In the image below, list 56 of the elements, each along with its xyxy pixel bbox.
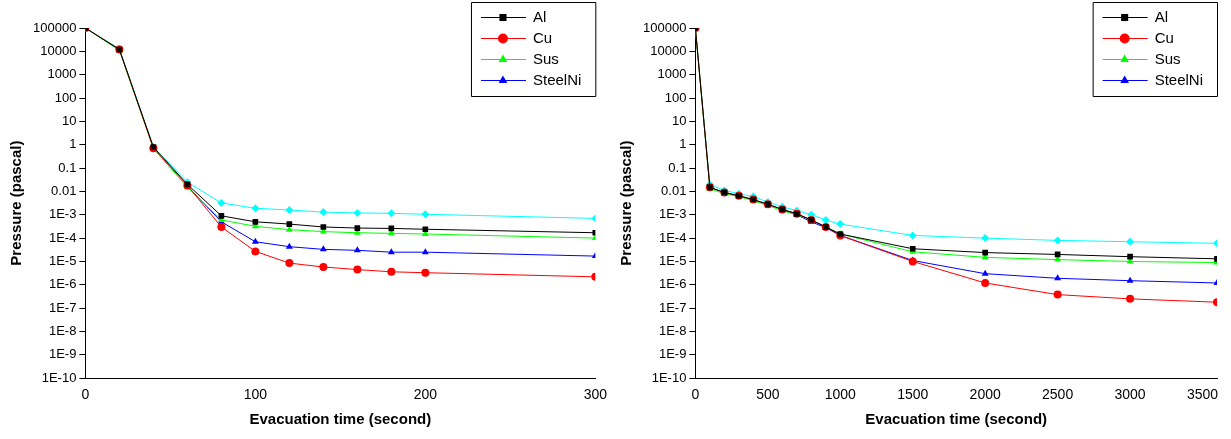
y-tick-label: 1E-7	[48, 299, 77, 315]
y-tick-label: 0.1	[58, 159, 77, 175]
legend-label: SteelNi	[1154, 70, 1203, 88]
y-tick-label: 10	[671, 112, 687, 128]
y-tick-label: 1E-9	[658, 346, 687, 362]
legend-label: Cu	[532, 28, 553, 46]
y-tick-label: 1E-6	[658, 276, 687, 292]
legend-label: Sus	[532, 49, 559, 67]
x-tick-label: 0	[81, 386, 90, 403]
y-tick-label: 10	[61, 112, 77, 128]
y-tick-label: 1E-10	[41, 369, 77, 385]
legend-label: Sus	[1154, 49, 1181, 67]
y-tick-label: 1E-5	[48, 253, 77, 269]
y-axis-title: Pressure (pascal)	[617, 140, 635, 266]
y-tick-label: 1E-6	[48, 276, 77, 292]
y-tick-label: 0.01	[51, 183, 77, 198]
x-tick-label: 200	[413, 386, 438, 403]
x-tick-label: 0	[691, 386, 700, 403]
y-tick-label: 100000	[32, 19, 77, 35]
x-axis-title: Evacuation time (second)	[865, 410, 1048, 428]
y-tick-label: 100	[54, 89, 77, 105]
y-tick-label: 1E-8	[48, 323, 77, 339]
y-tick-label: 1E-8	[658, 323, 687, 339]
x-tick-label: 1000	[824, 386, 857, 403]
y-tick-label: 1	[69, 136, 77, 152]
y-tick-label: 10000	[40, 42, 77, 58]
x-tick-label: 3500	[1186, 386, 1219, 403]
y-tick-label: 1E-7	[658, 299, 687, 315]
y-tick-label: 100000	[642, 19, 687, 35]
y-tick-label: 10000	[650, 42, 687, 58]
y-tick-label: 100	[664, 89, 687, 105]
x-tick-label: 1500	[897, 386, 929, 403]
x-tick-label: 500	[756, 386, 780, 403]
x-tick-label: 2000	[969, 386, 1001, 403]
y-tick-label: 1000	[657, 66, 687, 82]
y-tick-label: 1E-10	[651, 369, 687, 385]
y-tick-label: 1E-9	[48, 346, 77, 362]
legend-label: Al	[532, 7, 547, 25]
y-tick-label: 1000	[47, 66, 77, 82]
y-tick-label: 0.1	[668, 159, 687, 175]
x-tick-label: 2500	[1042, 386, 1074, 403]
y-tick-label: 1	[679, 136, 687, 152]
y-tick-label: 1E-3	[48, 206, 77, 222]
y-axis-title: Pressure (pascal)	[7, 140, 25, 266]
legend-label: Cu	[1154, 28, 1174, 46]
y-tick-label: 1E-4	[658, 229, 687, 245]
x-axis-title: Evacuation time (second)	[249, 410, 432, 428]
x-tick-label: 3000	[1114, 386, 1146, 403]
y-tick-label: 0.01	[661, 183, 687, 198]
y-tick-label: 1E-3	[658, 206, 687, 222]
legend-label: Al	[1154, 7, 1168, 25]
y-tick-label: 1E-5	[658, 253, 687, 269]
y-tick-label: 1E-4	[48, 229, 77, 245]
x-tick-label: 300	[583, 386, 608, 403]
x-tick-label: 100	[243, 386, 268, 403]
legend-label: SteelNi	[532, 70, 582, 88]
